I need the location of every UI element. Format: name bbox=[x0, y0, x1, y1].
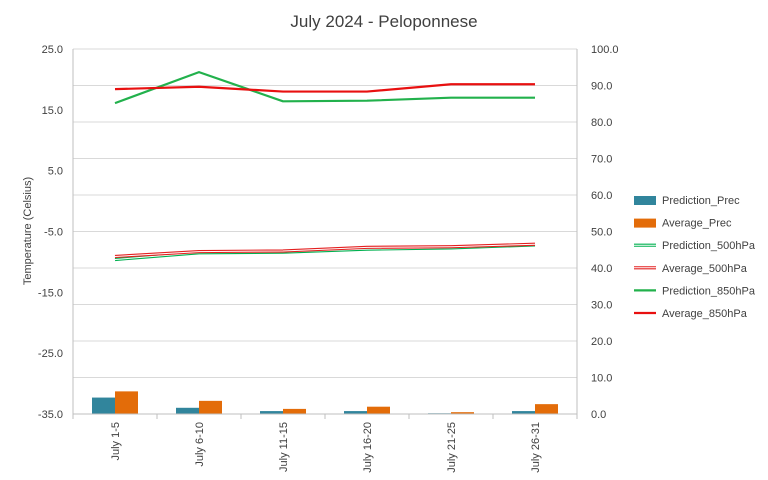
series-line-inner bbox=[114, 243, 536, 257]
series-line bbox=[114, 83, 535, 93]
y2-tick-label: 80.0 bbox=[591, 117, 612, 129]
y2-tick-label: 40.0 bbox=[591, 263, 612, 275]
y-tick-label: 25.0 bbox=[42, 44, 63, 56]
legend-label: Average_500hPa bbox=[662, 263, 748, 275]
y2-tick-label: 50.0 bbox=[591, 227, 612, 239]
bar bbox=[344, 411, 367, 414]
x-tick-label: July 26-31 bbox=[530, 422, 542, 473]
chart-title: July 2024 - Peloponnese bbox=[290, 12, 477, 31]
y-tick-label: -35.0 bbox=[38, 409, 63, 421]
legend-label: Average_Prec bbox=[662, 218, 732, 230]
x-tick-label: July 6-10 bbox=[194, 422, 206, 467]
y-tick-label: 5.0 bbox=[48, 166, 63, 178]
y2-tick-label: 100.0 bbox=[591, 44, 619, 56]
y-axis-title: Temperature (Celsius) bbox=[22, 177, 34, 285]
legend: Prediction_Prec Average_Prec Prediction_50… bbox=[634, 195, 756, 320]
bar bbox=[451, 412, 474, 414]
y2-tick-label: 20.0 bbox=[591, 336, 612, 348]
legend-swatch bbox=[634, 218, 656, 228]
y-tick-label: -15.0 bbox=[38, 287, 63, 299]
legend-label: Prediction_Prec bbox=[662, 195, 740, 207]
x-tick-label: July 16-20 bbox=[362, 422, 374, 473]
legend-swatch bbox=[634, 196, 656, 205]
y2-tick-label: 30.0 bbox=[591, 300, 612, 312]
bar bbox=[535, 404, 558, 414]
gridlines bbox=[73, 48, 577, 415]
bar bbox=[115, 391, 138, 414]
x-tick-label: July 1-5 bbox=[110, 422, 122, 461]
series-line bbox=[114, 71, 535, 105]
bar bbox=[92, 397, 115, 414]
y2-tick-label: 60.0 bbox=[591, 190, 612, 202]
bar-layer bbox=[92, 391, 558, 414]
x-tick-label: July 11-15 bbox=[278, 422, 290, 472]
y2-tick-label: 70.0 bbox=[591, 154, 612, 166]
y2-tick-label: 90.0 bbox=[591, 81, 612, 93]
bar bbox=[199, 400, 222, 414]
y-tick-label: 15.0 bbox=[42, 105, 63, 117]
axes: 100.0 90.0 80.0 70.0 60.0 50.0 40.0 30.0 20.0 10.… bbox=[38, 44, 619, 473]
legend-label: Average_850hPa bbox=[662, 308, 748, 320]
bar bbox=[512, 411, 535, 414]
y2-tick-label: 0.0 bbox=[591, 409, 606, 421]
legend-label: Prediction_500hPa bbox=[662, 240, 756, 252]
bar bbox=[367, 406, 390, 414]
line-layer bbox=[114, 71, 536, 262]
bar bbox=[176, 407, 199, 414]
x-tick-label: July 21-25 bbox=[446, 422, 458, 473]
bar bbox=[260, 411, 283, 414]
y-tick-label: -25.0 bbox=[38, 348, 63, 360]
y2-tick-label: 10.0 bbox=[591, 373, 612, 385]
legend-label: Prediction_850hPa bbox=[662, 285, 756, 297]
bar bbox=[283, 408, 306, 414]
y-tick-label: -5.0 bbox=[44, 227, 63, 239]
